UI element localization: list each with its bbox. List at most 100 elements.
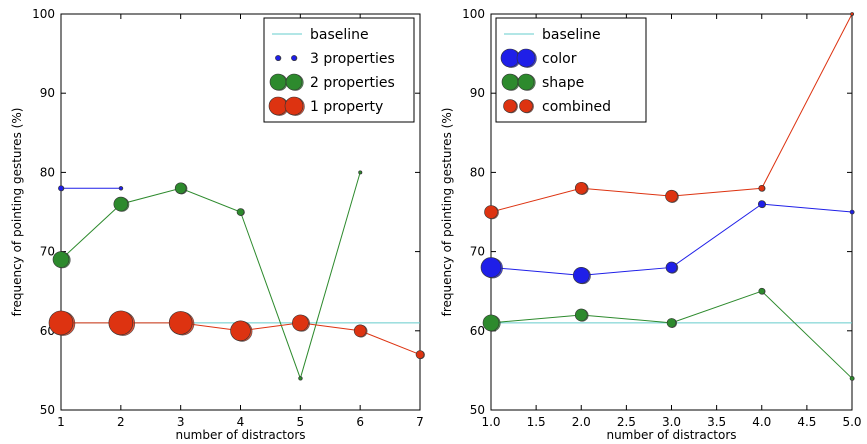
data-point-color-disc (572, 267, 590, 284)
data-point-combined (758, 184, 766, 192)
data-point-2-properties (298, 376, 303, 381)
legend-marker-disc (503, 99, 517, 113)
legend-marker (268, 96, 289, 116)
data-point-combined-disc (758, 184, 766, 192)
x-tick-label: 2 (117, 415, 125, 429)
data-point-shape-disc (574, 308, 588, 322)
data-point-shape (574, 308, 589, 322)
legend-label-3-properties: 3 properties (310, 51, 395, 67)
legend-marker-disc (285, 73, 303, 91)
x-tick-label: 1.0 (481, 415, 500, 429)
y-tick-label: 70 (40, 245, 55, 259)
data-point-1-property-disc (48, 310, 74, 336)
data-point-combined-disc (574, 181, 588, 195)
x-tick-label: 3.5 (707, 415, 726, 429)
data-point-combined (665, 189, 679, 203)
data-point-shape-disc (758, 287, 766, 295)
data-point-2-properties-disc (236, 208, 245, 216)
data-point-1-property (292, 314, 310, 332)
data-point-color-disc (480, 257, 502, 278)
data-point-1-property-disc (230, 320, 251, 342)
data-point-color (480, 257, 503, 279)
x-tick-label: 7 (416, 415, 424, 429)
legend-marker (519, 99, 534, 114)
legend-marker-disc (268, 96, 288, 116)
legend: baseline color shape combined (495, 17, 647, 123)
legend-label-shape: shape (542, 75, 584, 91)
y-tick-label: 60 (470, 324, 485, 338)
y-tick-label: 80 (470, 165, 485, 179)
y-tick-label: 50 (470, 403, 485, 417)
series-line-2-properties (60, 172, 361, 380)
data-point-combined-disc (665, 189, 678, 203)
legend-marker (275, 55, 282, 62)
data-point-1-property-disc (108, 310, 134, 336)
data-point-2-properties (52, 251, 71, 269)
data-point-2-properties-disc (174, 182, 187, 195)
x-axis-label: number of distractors (606, 428, 736, 442)
data-point-1-property (48, 310, 76, 336)
legend-label-1-property: 1 property (310, 99, 383, 115)
legend-label-color: color (542, 51, 577, 67)
data-point-1-property (168, 311, 195, 336)
legend-marker-disc (291, 55, 297, 61)
data-point-color (757, 200, 767, 209)
data-point-1-property-disc (353, 324, 367, 338)
legend-marker-disc (517, 73, 535, 91)
data-point-2-properties-disc (52, 251, 70, 268)
y-axis-label: frequency of pointing gestures (%) (10, 108, 24, 317)
data-point-1-property (108, 310, 136, 336)
legend-marker (503, 99, 518, 114)
legend-baseline-label: baseline (310, 27, 369, 43)
x-tick-label: 5.0 (842, 415, 861, 429)
data-point-1-property (230, 320, 253, 342)
legend-marker (285, 73, 304, 91)
legend-marker (516, 48, 537, 68)
legend-marker-disc (269, 73, 287, 91)
x-axis-label: number of distractors (175, 428, 305, 442)
data-point-2-properties-disc (358, 170, 363, 175)
y-tick-label: 80 (40, 165, 55, 179)
data-point-3-properties (118, 186, 124, 191)
legend-marker-disc (284, 96, 304, 116)
legend-label-combined: combined (542, 99, 611, 115)
y-axis-label: frequency of pointing gestures (%) (440, 108, 454, 317)
data-point-1-property (353, 324, 368, 338)
legend-marker (291, 55, 298, 62)
data-point-2-properties-disc (298, 376, 303, 381)
x-tick-label: 1 (57, 415, 65, 429)
data-point-2-properties (358, 170, 363, 175)
data-point-shape (758, 287, 766, 295)
data-point-3-properties (58, 185, 65, 192)
data-point-shape-disc (849, 376, 855, 381)
legend-marker-disc (501, 73, 519, 91)
x-tick-label: 5 (297, 415, 305, 429)
legend-marker (269, 73, 288, 91)
x-tick-label: 2.5 (617, 415, 636, 429)
legend-label-2-properties: 2 properties (310, 75, 395, 91)
data-point-3-properties-disc (118, 186, 123, 191)
y-tick-label: 50 (40, 403, 55, 417)
data-point-combined-disc (850, 12, 854, 16)
data-point-shape-disc (666, 318, 677, 328)
data-point-3-properties-disc (58, 185, 64, 192)
x-tick-label: 3.0 (662, 415, 681, 429)
legend-marker-disc (500, 48, 520, 68)
legend-marker-disc (516, 48, 536, 68)
data-point-combined (484, 205, 499, 220)
data-point-1-property-disc (292, 314, 309, 332)
data-point-combined (850, 12, 855, 16)
x-tick-label: 4.0 (752, 415, 771, 429)
legend: baseline 3 properties 2 properties 1 proper… (263, 17, 415, 123)
data-point-color-disc (665, 261, 678, 274)
x-tick-label: 1.5 (527, 415, 546, 429)
data-point-color (572, 267, 591, 285)
data-point-color (665, 261, 679, 274)
legend-marker-disc (519, 99, 533, 113)
x-tick-label: 4 (237, 415, 245, 429)
data-point-2-properties-disc (113, 196, 129, 212)
data-point-shape (666, 318, 678, 328)
data-point-1-property-disc (415, 350, 425, 359)
y-tick-label: 100 (32, 7, 55, 21)
